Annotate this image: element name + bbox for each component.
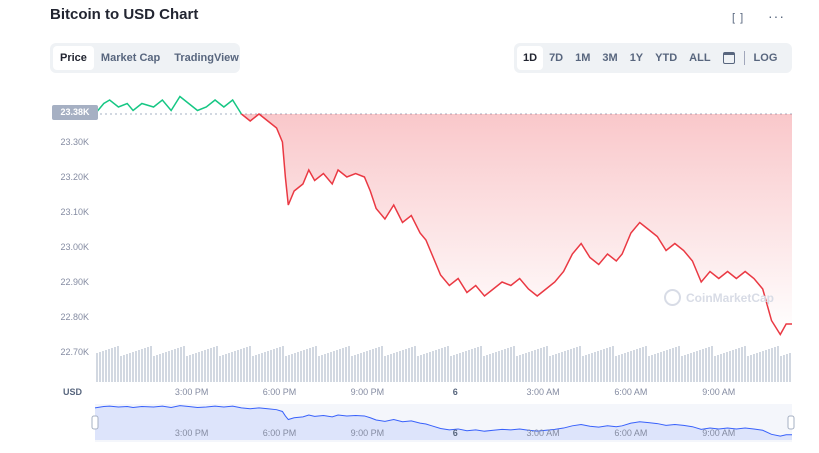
- navigator-tick-label: 9:00 AM: [702, 428, 735, 438]
- reference-price-badge: 23.38K: [52, 105, 98, 120]
- currency-label: USD: [63, 387, 83, 397]
- y-tick-label: 22.80K: [60, 312, 89, 322]
- x-axis: 3:00 PM 6:00 PM 9:00 PM 6 3:00 AM 6:00 AM 9:00…: [175, 387, 735, 397]
- y-tick-label: 22.70K: [60, 347, 89, 357]
- area-below-reference: [241, 114, 792, 335]
- range-3m-button[interactable]: 3M: [602, 52, 618, 64]
- range-1y-button[interactable]: 1Y: [629, 52, 644, 64]
- y-tick-label: 22.90K: [60, 277, 89, 287]
- x-tick-label: 3:00 PM: [175, 387, 209, 397]
- navigator-tick-label: 6:00 AM: [614, 428, 647, 438]
- y-axis: 23.30K 23.20K 23.10K 23.00K 22.90K 22.80K 22.7…: [60, 137, 89, 357]
- range-ytd-button[interactable]: YTD: [655, 52, 678, 64]
- chart-title: Bitcoin to USD Chart: [50, 6, 199, 23]
- volume-bars: [96, 346, 791, 382]
- tab-market-cap[interactable]: Market Cap: [100, 52, 161, 64]
- calendar-icon[interactable]: [722, 52, 735, 64]
- navigator-area: [95, 405, 792, 440]
- view-tabs: Price Market Cap TradingView: [50, 43, 240, 73]
- navigator-tick-label: 6:00 PM: [263, 428, 297, 438]
- navigator-tick-label: 3:00 PM: [175, 428, 209, 438]
- navigator-tick-label: 9:00 PM: [351, 428, 385, 438]
- watermark: CoinMarketCap: [664, 289, 774, 306]
- range-1d-button[interactable]: 1D: [517, 46, 544, 70]
- tab-tradingview[interactable]: TradingView: [174, 52, 239, 64]
- navigator-handle-right[interactable]: [787, 415, 795, 430]
- range-selector: 1D 7D 1M 3M 1Y YTD ALL LOG: [514, 43, 792, 73]
- x-tick-label: 6: [453, 387, 458, 397]
- log-scale-button[interactable]: LOG: [753, 52, 778, 64]
- tab-price[interactable]: Price: [53, 46, 94, 70]
- x-tick-label: 9:00 PM: [351, 387, 385, 397]
- navigator-tick-label: 6: [453, 428, 458, 438]
- navigator-tick-label: 3:00 AM: [527, 428, 560, 438]
- x-tick-label: 6:00 AM: [614, 387, 647, 397]
- price-line-below: [240, 113, 792, 336]
- fullscreen-icon[interactable]: [ ]: [732, 12, 745, 24]
- y-tick-label: 23.10K: [60, 207, 89, 217]
- x-tick-label: 9:00 AM: [702, 387, 735, 397]
- price-line-above: [94, 95, 243, 115]
- more-icon[interactable]: ···: [768, 8, 785, 24]
- range-7d-button[interactable]: 7D: [549, 52, 564, 64]
- watermark-text: CoinMarketCap: [686, 290, 775, 305]
- navigator-handle-left[interactable]: [91, 415, 99, 430]
- range-divider: [743, 51, 745, 65]
- navigator-x-axis: 3:00 PM 6:00 PM 9:00 PM 6 3:00 AM 6:00 AM 9:00…: [175, 428, 735, 438]
- x-tick-label: 6:00 PM: [263, 387, 297, 397]
- y-tick-label: 23.00K: [60, 242, 89, 252]
- coinmarketcap-logo-icon: [664, 289, 681, 306]
- y-tick-label: 23.30K: [60, 137, 89, 147]
- x-tick-label: 3:00 AM: [527, 387, 560, 397]
- y-tick-label: 23.20K: [60, 172, 89, 182]
- range-1m-button[interactable]: 1M: [575, 52, 591, 64]
- range-all-button[interactable]: ALL: [689, 52, 711, 64]
- navigator-line: [94, 405, 792, 437]
